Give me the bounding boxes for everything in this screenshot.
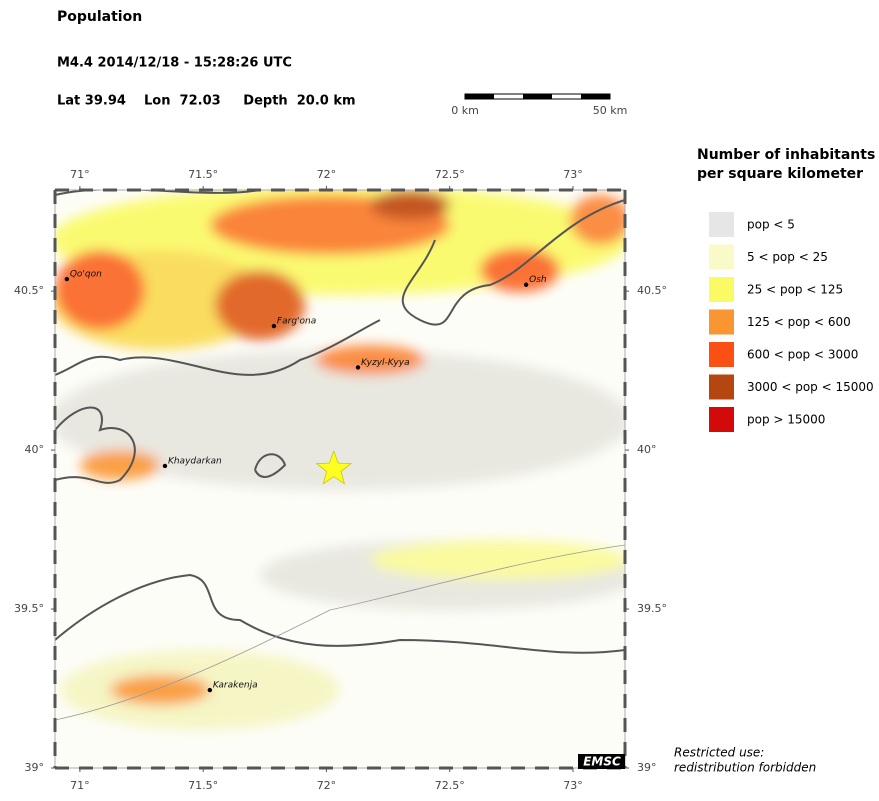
city-dot	[271, 323, 277, 329]
city-label: Qo'qon	[70, 270, 102, 280]
lat-label-left: 40.5°	[14, 284, 44, 297]
lon-label-bottom: 71°	[70, 779, 90, 792]
population-raster	[55, 190, 625, 768]
legend-swatch	[709, 407, 734, 432]
legend-label: 25 < pop < 125	[747, 283, 843, 297]
lon-label-top: 71.5°	[188, 168, 218, 181]
lon-label-bottom: 73°	[563, 779, 583, 792]
lon-label-top: 71°	[70, 168, 90, 181]
city-dot	[162, 463, 168, 469]
credit-box: EMSC	[578, 754, 625, 769]
legend-swatch	[709, 374, 734, 400]
legend-swatch	[709, 342, 734, 367]
event-info: M4.4 2014/12/18 - 15:28:26 UTC	[57, 56, 292, 71]
legend-swatch	[709, 309, 734, 335]
credit: EMSC	[583, 755, 621, 769]
lon-label-bottom: 71.5°	[188, 779, 218, 792]
lon-label-bottom: 72°	[317, 779, 337, 792]
scale-bar: 0 km 50 km	[451, 93, 628, 117]
lon-label-top: 73°	[563, 168, 583, 181]
legend-label: 3000 < pop < 15000	[747, 380, 874, 394]
lat-label-left: 39.5°	[14, 602, 44, 615]
title: Population	[57, 9, 142, 25]
city-dot	[64, 276, 70, 282]
city-label: Osh	[529, 275, 547, 285]
legend-swatch	[709, 244, 734, 270]
lat-label-right: 39.5°	[637, 602, 667, 615]
legend-swatch	[709, 277, 734, 302]
notice: redistribution forbidden	[674, 761, 816, 775]
legend-label: 5 < pop < 25	[747, 250, 828, 264]
city-label: Kyzyl-Kyya	[361, 358, 410, 368]
map-frame-dashes	[53, 188, 627, 770]
lat-label-left: 40°	[25, 443, 45, 456]
lat-label-right: 40°	[637, 443, 657, 456]
legend-title: Number of inhabitants	[697, 147, 875, 163]
epicenter-star	[315, 449, 353, 485]
map-overlay: 71° 71° 71.5° 71.5° 72° 72° 72.5° 72.5° 73° 73° 39…	[14, 147, 875, 792]
legend-label: 125 < pop < 600	[747, 315, 851, 329]
lat-label-left: 39°	[25, 761, 45, 774]
lon-label-top: 72.5°	[435, 168, 465, 181]
legend-swatch	[709, 212, 734, 237]
lon-label-bottom: 72.5°	[435, 779, 465, 792]
legend-label: pop > 15000	[747, 413, 825, 427]
lat-label-right: 39°	[637, 761, 657, 774]
lon-label-top: 72°	[317, 168, 337, 181]
city-label: Khaydarkan	[168, 456, 222, 466]
legend-label: 600 < pop < 3000	[747, 348, 858, 362]
scale-end: 50 km	[593, 104, 628, 117]
city-dot	[355, 365, 361, 370]
legend-label: pop < 5	[747, 218, 795, 232]
notice: Restricted use:	[674, 746, 764, 760]
city-label: Farg'ona	[277, 317, 316, 327]
lat-label-right: 40.5°	[637, 284, 667, 297]
scale-start: 0 km	[451, 104, 479, 117]
city-dot	[523, 282, 529, 287]
legend-title: per square kilometer	[697, 166, 863, 182]
location-info: Lat 39.94 Lon 72.03 Depth 20.0 km	[57, 94, 356, 109]
city-dot	[207, 687, 213, 693]
city-label: Karakenja	[213, 681, 258, 691]
